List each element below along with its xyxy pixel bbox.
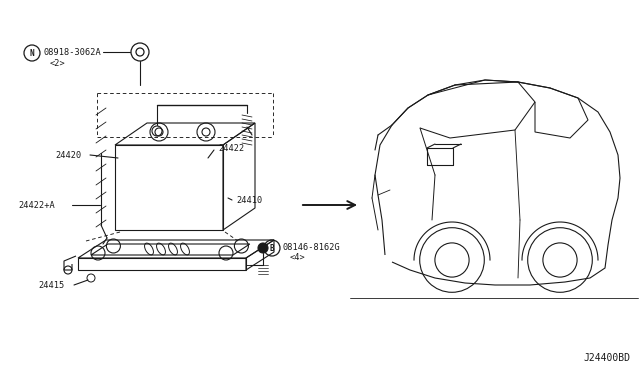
Text: B: B	[269, 244, 275, 253]
Text: 24422: 24422	[218, 144, 244, 153]
Text: N: N	[29, 48, 35, 58]
Text: J24400BD: J24400BD	[583, 353, 630, 363]
Text: 08146-8162G: 08146-8162G	[283, 243, 340, 251]
Text: <2>: <2>	[50, 58, 66, 67]
Text: 24410: 24410	[236, 196, 262, 205]
Text: 24415: 24415	[38, 280, 64, 289]
Text: 08918-3062A: 08918-3062A	[43, 48, 100, 57]
Text: 24422+A: 24422+A	[18, 201, 55, 209]
Text: 24420: 24420	[55, 151, 81, 160]
Text: <4>: <4>	[290, 253, 306, 263]
Circle shape	[258, 243, 268, 253]
